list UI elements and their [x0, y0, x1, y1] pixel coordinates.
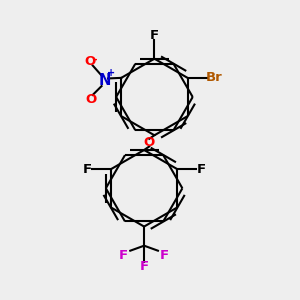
- Text: Br: Br: [206, 71, 222, 84]
- Text: O: O: [84, 55, 95, 68]
- Text: F: F: [140, 260, 149, 273]
- Text: F: F: [197, 163, 206, 176]
- Text: +: +: [107, 68, 115, 78]
- Text: O: O: [144, 136, 155, 149]
- Text: F: F: [160, 249, 169, 262]
- Text: N: N: [99, 73, 111, 88]
- Text: -: -: [92, 55, 97, 64]
- Text: F: F: [82, 163, 92, 176]
- Text: F: F: [150, 29, 159, 42]
- Text: O: O: [85, 93, 97, 106]
- Text: F: F: [119, 249, 128, 262]
